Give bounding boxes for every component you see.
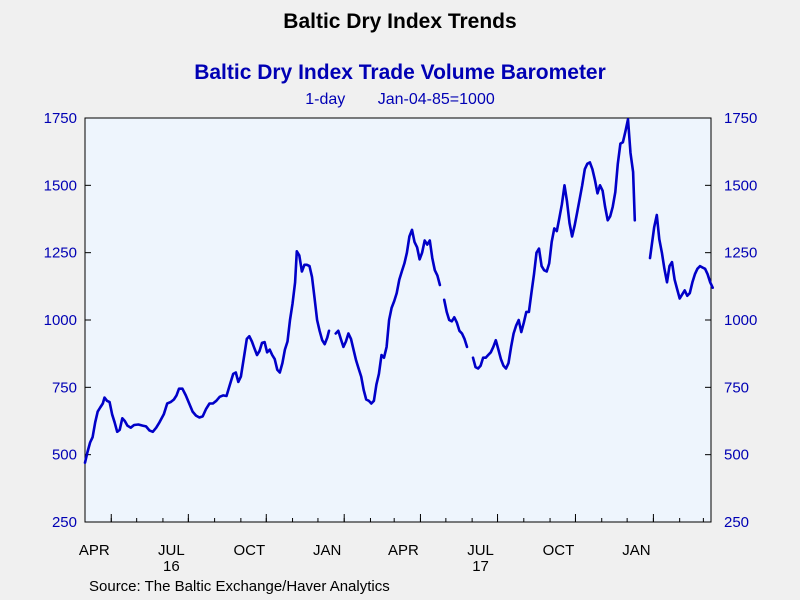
y-axis-right: 250 500 750 1000 1250 1500 1750 [705,110,757,531]
series-description: 1-day Jan-04-85=1000 [0,91,800,109]
series-line-segment [442,298,469,349]
x-year-label: 16 [163,558,180,575]
x-tick-label: OCT [233,542,265,559]
y-tick-label-left: 1500 [44,177,77,194]
y-tick-label-left: 1250 [44,245,77,262]
y-tick-label-left: 1000 [44,312,77,329]
x-tick-label: JAN [313,542,341,559]
y-tick-label-right: 1250 [724,245,757,262]
x-year-label: 17 [472,558,489,575]
y-tick-label-right: 1500 [724,177,757,194]
series-line-segment [471,118,637,370]
x-tick-label: JUL [158,542,185,559]
chart-subtitle: Baltic Dry Index Trade Volume Barometer [194,61,606,84]
y-tick-label-right: 1750 [724,110,757,127]
series-line-segment [334,228,442,405]
y-tick-label-right: 500 [724,447,749,464]
y-tick-label-left: 500 [52,447,77,464]
chart-title: Baltic Dry Index Trends [283,10,517,33]
y-tick-label-right: 250 [724,514,749,531]
x-tick-label: APR [388,542,419,559]
y-tick-label-right: 1000 [724,312,757,329]
source-note: Source: The Baltic Exchange/Haver Analyt… [89,578,390,595]
base-label: Jan-04-85=1000 [377,91,495,108]
frequency-label: 1-day [305,91,346,108]
x-tick-label: JAN [622,542,650,559]
series-lines [83,118,715,465]
series-line-segment [648,213,715,300]
series-line-segment [83,250,331,465]
y-tick-label-left: 750 [52,379,77,396]
y-tick-label-left: 1750 [44,110,77,127]
plot-area [84,117,712,523]
y-tick-label-right: 750 [724,379,749,396]
x-tick-label: OCT [543,542,575,559]
y-axis-left: 250 500 750 1000 1250 1500 1750 [44,110,91,531]
x-tick-label: JUL [467,542,494,559]
x-tick-label: APR [79,542,110,559]
y-tick-label-left: 250 [52,514,77,531]
